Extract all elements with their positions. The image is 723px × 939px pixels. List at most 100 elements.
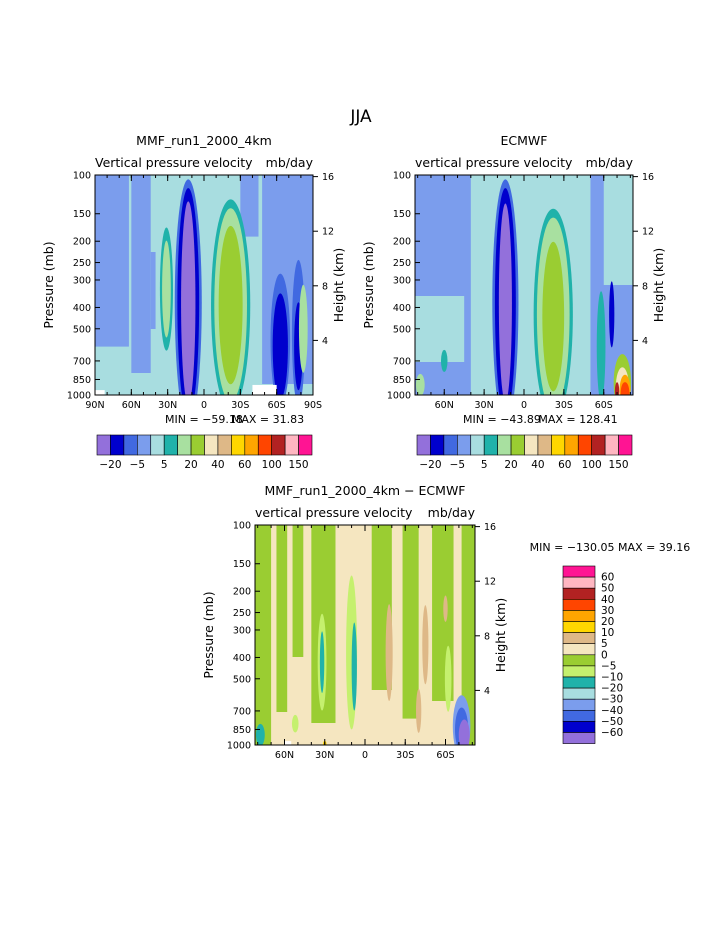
colorbar-label: −5 — [130, 459, 145, 471]
y2-tick-label: 8 — [642, 281, 648, 292]
colorbar-swatch — [443, 434, 458, 456]
y2-tick-label: 8 — [322, 281, 328, 292]
colorbar-label: −30 — [601, 694, 623, 706]
colorbar-label: 30 — [601, 605, 614, 617]
colorbar-swatch — [163, 434, 178, 456]
colorbar-label: −5 — [601, 660, 616, 672]
y-tick-label: 850 — [73, 375, 91, 386]
contour-region — [284, 741, 292, 745]
y2-tick-label: 8 — [484, 631, 490, 642]
contour-region — [240, 175, 259, 237]
x-tick-label: 60S — [436, 750, 454, 761]
colorbar-swatch — [604, 434, 619, 456]
colorbar-swatch — [562, 676, 596, 689]
x-tick-label: 60N — [122, 400, 141, 411]
contour-region — [415, 296, 465, 362]
colorbar-label: 40 — [601, 594, 614, 606]
colorbar-label: −40 — [601, 705, 623, 717]
x-tick-label: 60N — [435, 400, 454, 411]
panel-subtitle: vertical pressure velocity — [255, 505, 413, 520]
colorbar-label: 5 — [601, 638, 608, 650]
contour-region — [150, 252, 156, 329]
y-tick-label: 100 — [73, 171, 91, 182]
colorbar-swatch — [591, 434, 606, 456]
x-tick-label: 30N — [315, 750, 334, 761]
colorbar-swatch — [562, 587, 596, 600]
y-axis-label: Pressure (mb) — [201, 591, 216, 678]
colorbar-swatch — [497, 434, 512, 456]
x-tick-label: 0 — [362, 750, 368, 761]
colorbar-swatch — [562, 610, 596, 622]
y2-axis-label: Height (km) — [651, 248, 666, 322]
colorbar-label: −60 — [601, 727, 623, 739]
colorbar-label: −20 — [601, 683, 623, 695]
colorbar-label: −20 — [419, 459, 441, 471]
x-tick-label: 30N — [158, 400, 177, 411]
colorbar-swatch — [298, 434, 313, 456]
colorbar-label: 10 — [601, 627, 614, 639]
panel-1: MMF_run1_2000_4km Vertical pressure veloc… — [41, 133, 346, 471]
colorbar-label: 50 — [601, 583, 614, 595]
panel-title: MMF_run1_2000_4km — [136, 133, 272, 148]
colorbar-swatch — [244, 434, 259, 456]
colorbar-swatch — [562, 732, 596, 744]
contour-region — [443, 595, 448, 622]
colorbar-swatch — [618, 434, 633, 456]
x-tick-label: 60N — [275, 750, 294, 761]
y2-tick-label: 4 — [322, 336, 328, 347]
colorbar-swatch — [231, 434, 246, 456]
y-tick-label: 850 — [233, 725, 251, 736]
panel-title: MMF_run1_2000_4km − ECMWF — [264, 483, 465, 498]
contour-region — [458, 719, 470, 745]
y-tick-label: 1000 — [387, 391, 411, 402]
colorbar-swatch — [510, 434, 525, 456]
panel-subtitle: Vertical pressure velocity — [95, 155, 253, 170]
contour-region — [542, 241, 565, 392]
max-label: MAX = 128.41 — [538, 413, 617, 426]
colorbar-label: 100 — [262, 459, 282, 471]
colorbar-swatch — [551, 434, 566, 456]
x-tick-label: 60S — [268, 400, 286, 411]
colorbar-label: 60 — [238, 459, 251, 471]
y-tick-label: 250 — [393, 258, 411, 269]
colorbar-swatch — [177, 434, 192, 456]
x-tick-label: 60S — [595, 400, 613, 411]
y-tick-label: 400 — [73, 303, 91, 314]
y-tick-label: 400 — [233, 653, 251, 664]
y-tick-label: 250 — [233, 608, 251, 619]
panel-units: mb/day — [428, 505, 476, 520]
max-label: MAX = 31.83 — [232, 413, 304, 426]
min-label: MIN = −59.18 — [165, 413, 243, 426]
colorbar-swatch — [562, 576, 596, 589]
x-tick-label: 0 — [201, 400, 207, 411]
y2-axis-label: Height (km) — [331, 248, 346, 322]
colorbar-swatch — [562, 709, 596, 722]
y-axis-label: Pressure (mb) — [361, 241, 376, 328]
colorbar-label: −5 — [450, 459, 465, 471]
contour-region — [95, 390, 105, 395]
colorbar-swatch — [284, 434, 299, 456]
contour-field — [95, 175, 313, 395]
x-tick-label: 30S — [555, 400, 573, 411]
contour-region — [461, 525, 475, 745]
colorbar-label: 60 — [558, 459, 571, 471]
x-tick-label: 30S — [396, 750, 414, 761]
panel-title: ECMWF — [501, 133, 548, 148]
colorbar-label: 40 — [531, 459, 544, 471]
contour-region — [255, 525, 272, 745]
y-tick-label: 700 — [233, 706, 251, 717]
y2-tick-label: 16 — [642, 172, 654, 183]
contour-region — [351, 622, 357, 711]
y-tick-label: 150 — [233, 559, 251, 570]
x-tick-label: 90N — [85, 400, 104, 411]
colorbar-label: 100 — [582, 459, 602, 471]
colorbar-label: 5 — [161, 459, 168, 471]
colorbar-swatch — [562, 643, 596, 656]
colorbar-swatch — [430, 434, 445, 456]
contour-region — [498, 203, 512, 395]
y2-tick-label: 12 — [642, 227, 654, 238]
y-tick-label: 1000 — [67, 391, 91, 402]
y-tick-label: 500 — [73, 324, 91, 335]
x-tick-label: 30N — [475, 400, 494, 411]
y-tick-label: 100 — [233, 521, 251, 532]
